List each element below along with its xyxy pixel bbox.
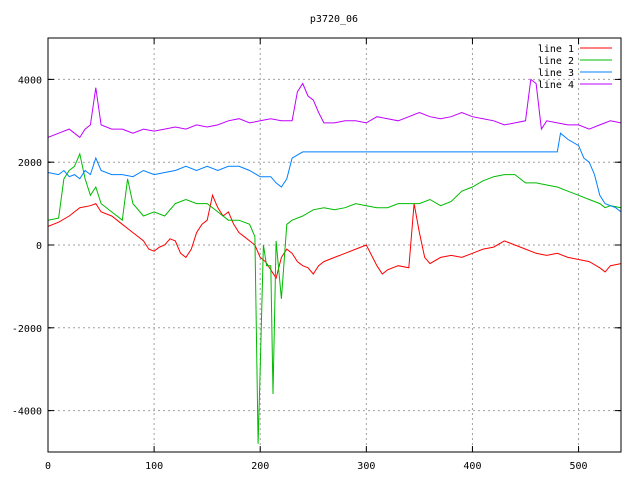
y-tick-label: -4000 [12, 407, 42, 418]
legend-label-1: line 1 [538, 44, 574, 55]
series-group [48, 78, 621, 444]
plot-frame [47, 37, 622, 453]
y-tick-label: 4000 [18, 75, 42, 86]
y-tick-label: 2000 [18, 158, 42, 169]
x-tick-label: 200 [251, 461, 269, 472]
series-line-1 [48, 193, 621, 280]
legend-label-4: line 4 [538, 80, 574, 91]
x-tick-label: 400 [463, 461, 481, 472]
series-line-4 [48, 78, 621, 139]
series-line-2 [48, 152, 621, 444]
x-tick-label: 500 [570, 461, 588, 472]
axis-ticks: 0 100 200 300 400 500 -4000 -2000 0 2000 4000 [12, 38, 621, 472]
grid [48, 38, 621, 452]
legend-label-3: line 3 [538, 68, 574, 79]
legend-label-2: line 2 [538, 56, 574, 67]
x-tick-label: 300 [357, 461, 375, 472]
x-tick-label: 0 [45, 461, 51, 472]
y-tick-label: 0 [36, 241, 42, 252]
chart-title: p3720_06 [310, 14, 358, 25]
series-line-3 [48, 132, 621, 213]
y-tick-label: -2000 [12, 324, 42, 335]
x-tick-label: 100 [145, 461, 163, 472]
